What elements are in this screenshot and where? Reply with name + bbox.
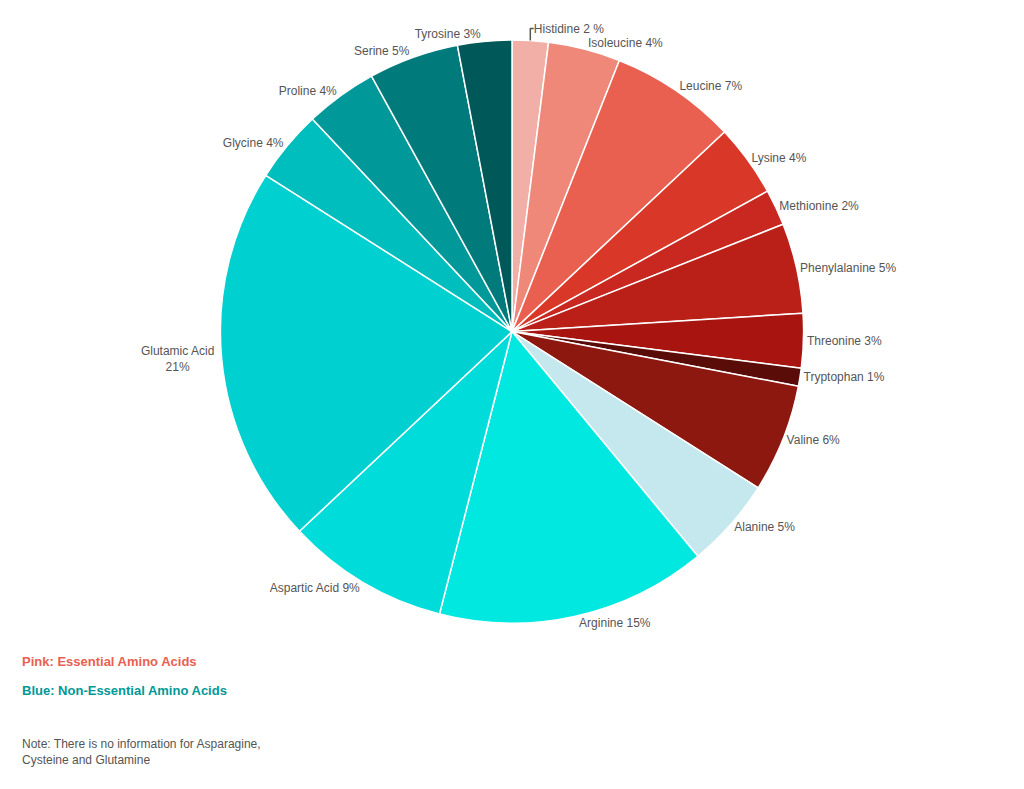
svg-text:Threonine 3%: Threonine 3% bbox=[807, 334, 882, 348]
svg-text:Phenylalanine 5%: Phenylalanine 5% bbox=[800, 261, 896, 275]
svg-text:Lysine 4%: Lysine 4% bbox=[751, 151, 806, 165]
svg-text:Methionine 2%: Methionine 2% bbox=[779, 199, 859, 213]
svg-text:Tryptophan 1%: Tryptophan 1% bbox=[804, 370, 885, 384]
svg-text:Glutamic Acid21%: Glutamic Acid21% bbox=[141, 344, 214, 374]
svg-text:Isoleucine 4%: Isoleucine 4% bbox=[588, 36, 663, 50]
svg-text:Alanine 5%: Alanine 5% bbox=[734, 520, 795, 534]
svg-text:Blue: Non-Essential Amino Acid: Blue: Non-Essential Amino Acids bbox=[22, 683, 227, 698]
svg-text:Tyrosine 3%: Tyrosine 3% bbox=[415, 27, 481, 41]
svg-text:Glycine 4%: Glycine 4% bbox=[223, 136, 284, 150]
svg-text:Pink: Essential Amino Acids: Pink: Essential Amino Acids bbox=[22, 654, 197, 669]
svg-text:Leucine 7%: Leucine 7% bbox=[679, 79, 742, 93]
svg-text:Histidine 2 %: Histidine 2 % bbox=[534, 22, 604, 36]
svg-text:Arginine 15%: Arginine 15% bbox=[579, 616, 651, 630]
svg-text:Proline 4%: Proline 4% bbox=[279, 84, 337, 98]
svg-text:Aspartic Acid 9%: Aspartic Acid 9% bbox=[270, 581, 360, 595]
svg-text:Serine 5%: Serine 5% bbox=[354, 44, 410, 58]
svg-text:Note: There is no information: Note: There is no information for Aspara… bbox=[22, 737, 261, 767]
svg-text:Valine 6%: Valine 6% bbox=[787, 433, 840, 447]
